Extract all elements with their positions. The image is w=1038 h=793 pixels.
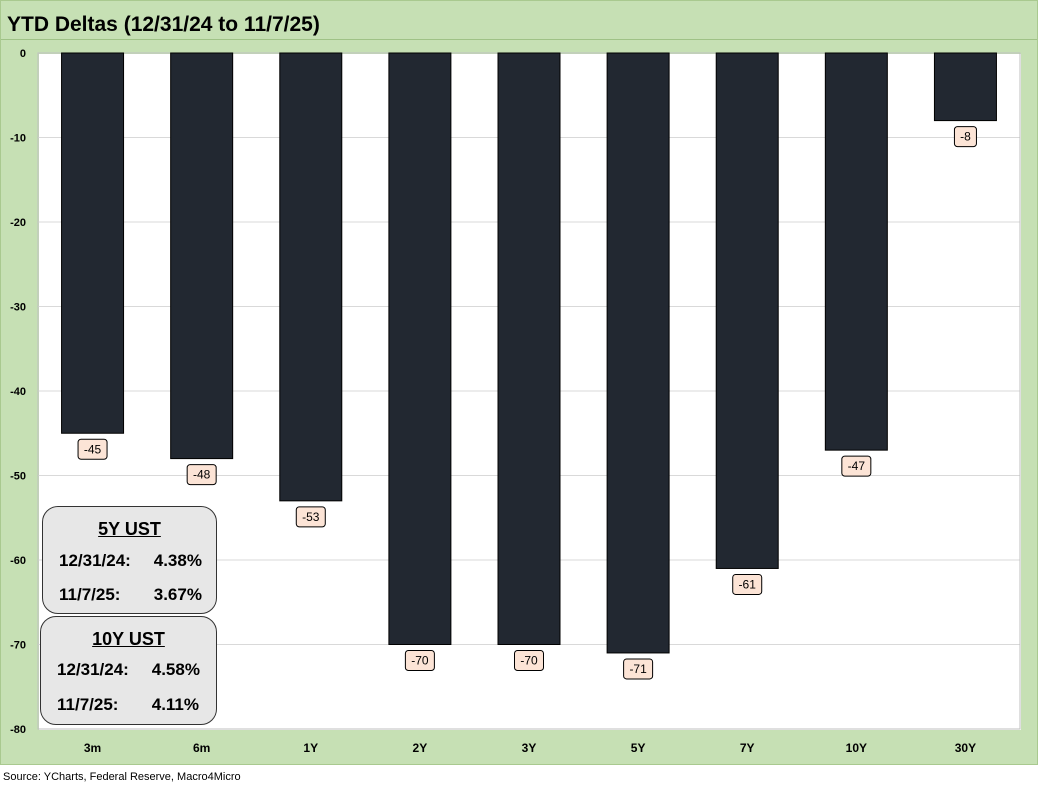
bar-chart: 0 -10 -20 -30 -40 -50 -60 -70 -80 -45 3m -48 6m -53 1Y…: [10, 48, 1021, 755]
y-tick-label: -10: [10, 133, 26, 145]
data-label-box: [732, 573, 763, 595]
box-row-value: 4.11%: [151, 695, 199, 714]
box-row-date: 11/7/25:: [59, 585, 121, 604]
bar-30y: [933, 52, 997, 122]
box-row-date: 12/31/24:: [57, 660, 129, 679]
x-tick-label: 6m: [193, 741, 210, 755]
y-tick-label: -50: [10, 471, 26, 483]
x-tick-label: 5Y: [631, 741, 646, 755]
bar-1y: [279, 52, 343, 502]
box-row-date: 11/7/25:: [57, 695, 119, 714]
data-label: -48: [193, 468, 211, 482]
bar-5y: [606, 52, 670, 654]
box-row-value: 4.58%: [151, 660, 200, 679]
x-tick-label: 30Y: [955, 741, 976, 755]
y-tick-label: -40: [10, 386, 26, 398]
bar-10y: [824, 52, 888, 451]
data-label-box: [953, 126, 977, 148]
data-label-box: [404, 650, 435, 671]
box-row: 11/7/25: 3.67%: [59, 585, 202, 605]
box-row: 11/7/25: 4.11%: [57, 695, 199, 715]
bar-3y: [497, 52, 561, 645]
data-label: -45: [84, 442, 102, 456]
data-label: -70: [411, 654, 429, 668]
source-note: Source: YCharts, Federal Reserve, Macro4…: [3, 771, 241, 783]
x-tick-label: 3m: [84, 741, 101, 755]
x-tick-label: 1Y: [303, 741, 318, 755]
box-row-date: 12/31/24:: [59, 551, 131, 570]
5y-ust-box: 5Y UST 12/31/24: 4.38% 11/7/25: 3.67%: [42, 506, 217, 614]
bar-2y: [388, 52, 452, 645]
data-label: -8: [960, 130, 971, 144]
data-label: -53: [302, 510, 320, 524]
box-row-value: 3.67%: [153, 585, 202, 604]
y-tick-label: -30: [10, 302, 26, 314]
x-tick-label: 7Y: [740, 741, 755, 755]
bar-3m: [61, 52, 125, 434]
data-label-box: [514, 650, 544, 671]
x-tick-label: 10Y: [846, 741, 867, 755]
y-tick-label: -60: [10, 555, 26, 567]
box-row-value: 4.38%: [153, 551, 202, 570]
x-tick-label: 3Y: [522, 741, 537, 755]
data-label-box: [295, 506, 326, 528]
data-label-box: [841, 455, 872, 477]
data-label-box: [77, 438, 108, 460]
y-tick-label: -70: [10, 640, 26, 652]
data-label: -61: [739, 577, 757, 591]
y-tick-label: -20: [10, 217, 26, 229]
box-title: 10Y UST: [92, 629, 165, 649]
data-label: -47: [848, 459, 866, 473]
data-label: -71: [629, 662, 647, 676]
box-row: 12/31/24: 4.58%: [57, 660, 200, 680]
data-label: -70: [520, 654, 538, 668]
y-tick-label: -80: [10, 724, 26, 736]
x-tick-label: 2Y: [413, 741, 428, 755]
10y-ust-box: 10Y UST 12/31/24: 4.58% 11/7/25: 4.11%: [40, 616, 217, 725]
y-tick-label: 0: [20, 48, 26, 60]
data-label-box: [186, 464, 217, 486]
chart-title: YTD Deltas (12/31/24 to 11/7/25): [7, 13, 320, 36]
box-title: 5Y UST: [98, 519, 161, 539]
bar-7y: [715, 52, 779, 569]
title-bar: YTD Deltas (12/31/24 to 11/7/25): [1, 1, 1037, 40]
bar-6m: [170, 52, 234, 460]
data-label-box: [623, 658, 654, 680]
box-row: 12/31/24: 4.38%: [59, 551, 202, 571]
